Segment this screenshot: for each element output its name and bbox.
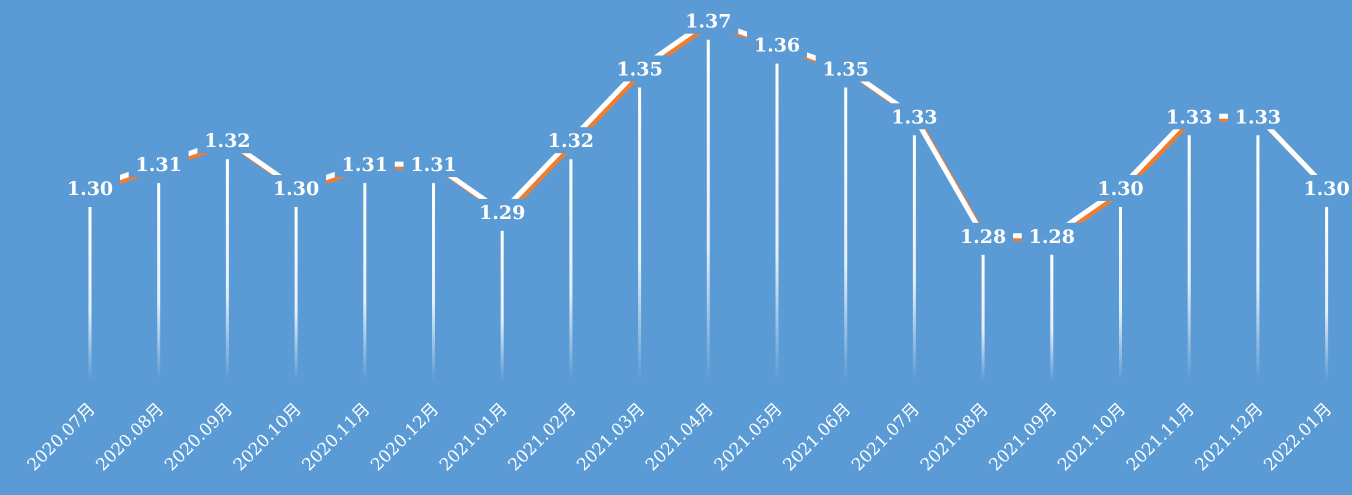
x-tick-label: 2020.11月 bbox=[298, 399, 374, 475]
data-label: 1.32 bbox=[548, 130, 594, 152]
drop-lines bbox=[88, 39, 1329, 380]
data-label: 1.29 bbox=[479, 202, 525, 224]
x-tick-label: 2021.08月 bbox=[917, 399, 993, 475]
x-tick-label: 2021.01月 bbox=[436, 399, 512, 475]
drop-line bbox=[1119, 207, 1122, 380]
x-tick-label: 2021.04月 bbox=[642, 399, 718, 475]
data-label: 1.30 bbox=[1097, 178, 1143, 200]
data-label: 1.31 bbox=[136, 154, 182, 176]
data-label: 1.30 bbox=[273, 178, 319, 200]
value-labels: 1.30 1.31 1.32 1.30 1.31 1.31 1.29 1.32 1.35 1.37… bbox=[67, 11, 1350, 248]
x-tick-label: 2020.12月 bbox=[367, 399, 443, 475]
data-label: 1.32 bbox=[204, 130, 250, 152]
x-tick-label: 2021.03月 bbox=[573, 399, 649, 475]
drop-line bbox=[225, 159, 229, 380]
series-segment bbox=[707, 18, 778, 47]
drop-line bbox=[1187, 135, 1191, 380]
x-axis-labels: 2020.07月2020.08月2020.09月2020.10月2020.11月… bbox=[24, 399, 1336, 475]
x-tick-label: 2021.11月 bbox=[1123, 399, 1199, 475]
data-label: 1.31 bbox=[410, 154, 456, 176]
x-tick-label: 2020.07月 bbox=[24, 399, 100, 475]
series-segment-shadow bbox=[1053, 188, 1125, 241]
series-line bbox=[89, 18, 1332, 242]
drop-line bbox=[912, 135, 916, 380]
x-tick-label: 2021.05月 bbox=[711, 399, 787, 475]
series-segment bbox=[1256, 114, 1329, 190]
drop-line bbox=[981, 254, 985, 380]
data-label: 1.30 bbox=[67, 178, 113, 200]
drop-line bbox=[1050, 254, 1054, 380]
series-segment bbox=[500, 138, 573, 214]
data-label: 1.33 bbox=[1166, 106, 1212, 128]
data-label: 1.37 bbox=[685, 11, 731, 33]
series-segment bbox=[912, 115, 986, 238]
series-segment bbox=[295, 161, 366, 191]
series-segment bbox=[157, 137, 229, 167]
x-tick-label: 2022.01月 bbox=[1260, 399, 1336, 475]
series-segment bbox=[569, 66, 642, 142]
series-segment bbox=[776, 42, 847, 71]
series-segment bbox=[432, 162, 504, 214]
series-segment-shadow bbox=[1121, 117, 1195, 193]
drop-line bbox=[1325, 207, 1329, 380]
series-segment bbox=[89, 161, 160, 191]
series-segment bbox=[1118, 114, 1192, 190]
series-segment bbox=[638, 18, 710, 71]
drop-line bbox=[638, 87, 642, 380]
series-segment-shadow bbox=[641, 21, 713, 74]
series-segment-shadow bbox=[572, 69, 645, 145]
drop-line bbox=[844, 87, 848, 380]
drop-line bbox=[88, 207, 92, 380]
x-tick-label: 2021.06月 bbox=[779, 399, 855, 475]
x-tick-label: 2020.10月 bbox=[230, 399, 306, 475]
x-tick-label: 2021.09月 bbox=[985, 399, 1061, 475]
series-segment-shadow bbox=[160, 140, 232, 170]
series-segment bbox=[844, 66, 916, 119]
x-tick-label: 2021.12月 bbox=[1192, 399, 1268, 475]
series-segment-shadow bbox=[298, 164, 369, 194]
series-segment bbox=[1050, 185, 1122, 238]
data-label: 1.35 bbox=[616, 59, 662, 81]
data-label: 1.31 bbox=[342, 154, 388, 176]
series-segment-shadow bbox=[92, 164, 163, 194]
data-label: 1.35 bbox=[823, 59, 869, 81]
series-segment-shadow bbox=[503, 141, 576, 217]
drop-line bbox=[569, 159, 573, 380]
drop-line bbox=[363, 183, 367, 380]
drop-line bbox=[706, 39, 710, 380]
drop-line bbox=[1256, 135, 1260, 380]
drop-line bbox=[500, 230, 504, 380]
x-tick-label: 2021.10月 bbox=[1054, 399, 1130, 475]
drop-line bbox=[432, 183, 435, 380]
x-tick-label: 2020.09月 bbox=[161, 399, 237, 475]
data-label: 1.28 bbox=[1029, 226, 1075, 248]
drop-line bbox=[157, 183, 161, 380]
x-tick-label: 2020.08月 bbox=[92, 399, 168, 475]
data-label: 1.33 bbox=[891, 106, 937, 128]
series-segment bbox=[225, 138, 298, 191]
x-tick-label: 2021.02月 bbox=[505, 399, 581, 475]
data-label: 1.28 bbox=[960, 226, 1006, 248]
data-label: 1.36 bbox=[754, 35, 800, 57]
drop-line bbox=[775, 63, 779, 380]
x-tick-label: 2021.07月 bbox=[848, 399, 924, 475]
data-label: 1.30 bbox=[1303, 178, 1349, 200]
drop-line bbox=[294, 207, 298, 380]
data-label: 1.33 bbox=[1235, 106, 1281, 128]
